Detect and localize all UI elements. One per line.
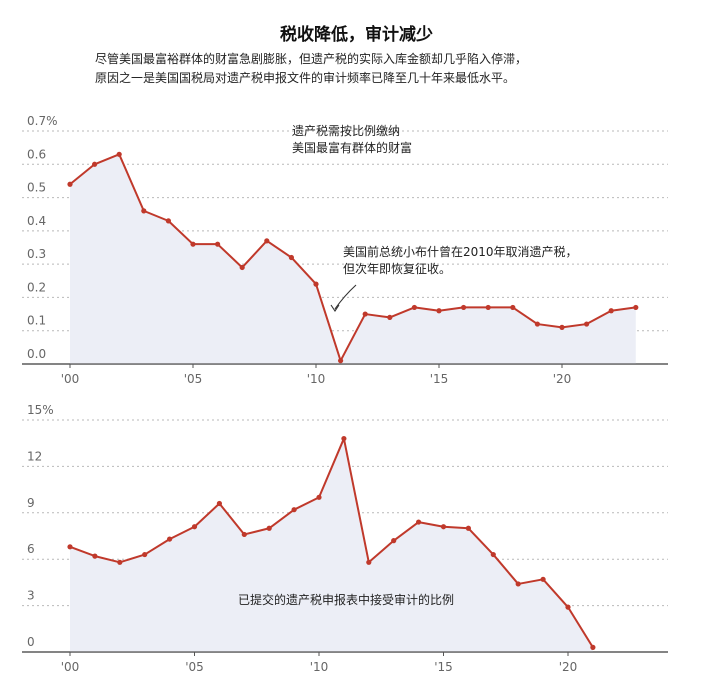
data-point [216, 500, 222, 507]
chart-annotation: 美国最富有群体的财富 [292, 140, 412, 155]
series-area [70, 438, 593, 652]
data-point [191, 524, 198, 530]
data-point [316, 494, 322, 500]
data-point [338, 358, 344, 364]
data-point [92, 553, 98, 559]
data-point [92, 161, 98, 167]
y-tick-label: 15% [27, 403, 54, 417]
data-point [288, 254, 294, 261]
data-point [510, 304, 516, 311]
data-point [565, 604, 571, 610]
y-tick-label: 0.1 [27, 314, 46, 328]
y-tick-label: 0.3 [27, 247, 46, 261]
data-point [67, 181, 73, 187]
data-point [465, 525, 471, 531]
x-tick-label: '10 [307, 372, 326, 386]
data-point [291, 507, 297, 513]
data-point [515, 581, 521, 587]
y-tick-label: 0 [27, 635, 35, 649]
x-tick-label: '05 [185, 660, 204, 674]
data-point [590, 644, 596, 650]
chart-title: 税收降低，审计减少 [280, 25, 433, 45]
data-point [341, 435, 347, 442]
data-point [117, 559, 123, 565]
y-tick-label: 12 [27, 449, 42, 463]
data-point [540, 576, 546, 582]
subtitle-line-2: 原因之一是美国国税局对遗产税申报文件的审计频率已降至几十年来最低水平。 [95, 71, 516, 85]
data-point [67, 544, 73, 550]
chart-annotation: 遗产税需按比例缴纳 [292, 123, 400, 138]
subtitle-line-1: 尽管美国最富裕群体的财富急剧膨胀，但遗产税的实际入库金额却几乎陷入停滞， [95, 52, 528, 66]
data-point [241, 531, 247, 538]
y-tick-label: 0.4 [27, 214, 46, 228]
data-point [559, 324, 565, 330]
data-point [608, 308, 614, 314]
data-point [165, 218, 171, 224]
data-point [142, 551, 148, 558]
data-point [391, 538, 397, 544]
x-tick-label: '20 [559, 660, 578, 674]
data-point [167, 536, 173, 542]
y-tick-label: 0.7% [27, 114, 58, 128]
data-point [416, 519, 422, 525]
data-point [313, 281, 319, 287]
data-point [366, 559, 372, 565]
data-point [266, 525, 272, 531]
data-point [411, 304, 417, 311]
y-tick-label: 6 [27, 542, 35, 556]
x-tick-label: '00 [61, 660, 80, 674]
data-point [215, 241, 221, 247]
data-point [461, 304, 467, 311]
data-point [190, 241, 196, 247]
y-tick-label: 0.6 [27, 147, 46, 161]
data-point [116, 151, 122, 157]
data-point [584, 321, 590, 327]
data-point [141, 208, 147, 214]
x-tick-label: '15 [430, 372, 449, 386]
x-tick-label: '00 [61, 372, 80, 386]
series-line [69, 153, 636, 362]
x-tick-label: '20 [553, 372, 572, 386]
series-area [70, 154, 636, 364]
callout-arrowhead [330, 304, 340, 312]
x-tick-label: '15 [434, 660, 453, 674]
data-point [436, 308, 442, 314]
y-tick-label: 0.2 [27, 280, 46, 294]
data-point [534, 321, 541, 327]
x-tick-label: '05 [184, 372, 203, 386]
data-point [387, 314, 393, 320]
y-tick-label: 0.5 [27, 181, 46, 195]
data-point [362, 311, 368, 317]
data-point [440, 524, 447, 530]
data-point [633, 304, 639, 311]
x-tick-label: '10 [310, 660, 329, 674]
data-point [239, 264, 245, 271]
data-point [264, 238, 270, 244]
y-tick-label: 9 [27, 496, 35, 510]
data-point [485, 304, 491, 311]
series-line [69, 437, 594, 648]
chart-annotation: 但次年即恢复征收。 [343, 262, 451, 276]
callout-arrow [334, 284, 357, 310]
chart-annotation: 美国前总统小布什曾在2010年取消遗产税， [343, 244, 578, 259]
chart-subtitle: 尽管美国最富裕群体的财富急剧膨胀，但遗产税的实际入库金额却几乎陷入停滞， 原因之… [95, 50, 635, 88]
y-tick-label: 3 [27, 589, 35, 603]
y-tick-label: 0.0 [27, 347, 46, 361]
chart-annotation: 已提交的遗产税申报表中接受审计的比例 [238, 592, 454, 607]
data-point [490, 551, 496, 558]
